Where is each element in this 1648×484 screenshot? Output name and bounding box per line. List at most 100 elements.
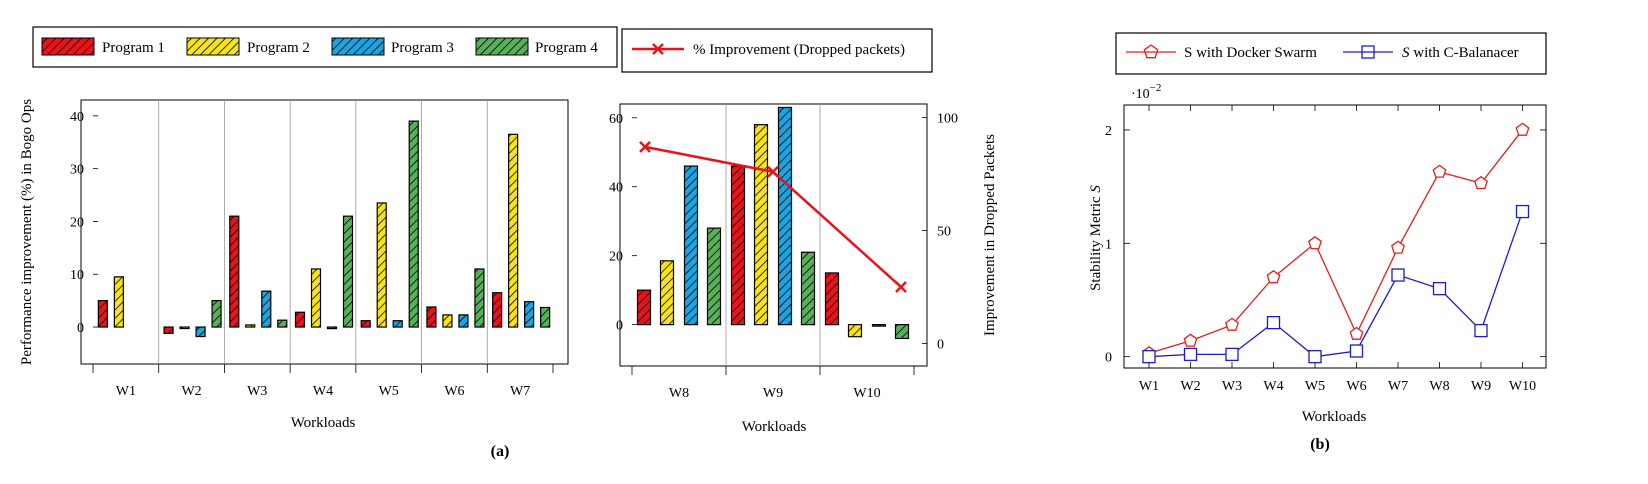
bar-program-3-w7	[524, 301, 535, 328]
bar-program-2-w3	[245, 324, 256, 328]
bar-program-3-w9	[777, 106, 793, 326]
bar-program-1-w8	[636, 289, 652, 326]
bar-program-1-w9	[730, 165, 746, 326]
improvement-marker-w8	[639, 141, 651, 153]
x-tick-label: W2	[1180, 379, 1200, 394]
chart-b-frame	[619, 103, 928, 367]
legend-label-program-4: Program 4	[535, 40, 598, 56]
chart-c-scale-exp: −2	[1150, 82, 1162, 94]
x-tick-label: W5	[379, 384, 399, 399]
x-tick-label: W9	[1471, 379, 1491, 394]
y-tick-label: 40	[609, 181, 623, 196]
cbal-point-w5	[1308, 350, 1322, 364]
bar-program-2-w9	[753, 124, 769, 326]
bar-program-2-w1	[113, 276, 124, 328]
bar-program-4-w7	[540, 306, 551, 328]
x-tick-label: W3	[247, 384, 267, 399]
legend-swatch-program-3	[331, 37, 385, 56]
docker-point-w6	[1349, 326, 1364, 340]
cbal-point-w6	[1349, 344, 1364, 358]
y-tick-label: 2	[1105, 124, 1112, 139]
bar-program-4-w10	[894, 324, 910, 340]
bar-program-3-w3	[261, 290, 272, 328]
x-tick-label: W10	[853, 386, 880, 401]
y-tick-label: 60	[609, 112, 623, 127]
legend-label-program-2: Program 2	[247, 40, 310, 56]
legend-square-marker	[1361, 45, 1375, 59]
chart-a-ylabel: Performance improvement (%) in Bogo Ops	[19, 99, 35, 365]
x-tick-label: W5	[1305, 379, 1325, 394]
x-tick-label: W6	[1346, 379, 1366, 394]
x-tick-label: W6	[444, 384, 464, 399]
bar-program-1-w6	[426, 306, 437, 328]
legend-cross-marker	[652, 43, 664, 55]
x-tick-label: W7	[510, 384, 530, 399]
chart-c-ylabel-var: S	[1088, 185, 1104, 193]
chart-c-ylabel-prefix: Stability Metric	[1088, 196, 1104, 291]
bar-program-2-w10	[847, 324, 863, 338]
bar-program-1-w3	[229, 215, 240, 328]
chart-c-frame	[1123, 104, 1547, 369]
bar-program-1-w1	[97, 300, 108, 328]
cbal-point-w4	[1266, 316, 1281, 330]
legend-swatch-program-1	[41, 37, 95, 56]
bar-program-2-w5	[376, 202, 387, 328]
bar-program-1-w2	[163, 326, 174, 334]
legend-label-improvement: % Improvement (Dropped packets)	[693, 42, 905, 58]
y-tick-label: 0	[616, 319, 623, 334]
x-tick-label: W4	[1263, 379, 1283, 394]
chart-c-scale-label: ·10−2	[1131, 82, 1161, 102]
bar-program-4-w4	[342, 215, 354, 328]
docker-point-w2	[1183, 333, 1198, 347]
y-tick-label: 30	[70, 163, 84, 178]
bar-program-1-w7	[492, 292, 503, 328]
docker-point-w4	[1266, 269, 1281, 284]
bar-program-4-w9	[800, 251, 816, 326]
bar-program-2-w2	[179, 326, 190, 330]
chart-c-xlabel: Workloads	[1302, 409, 1367, 425]
chart-stability: 0 1 2 W1 W2 W3 W4 W5 W6 W7 W8 W9 W10 ·10−2 Stabilit…	[1088, 82, 1547, 425]
y-tick-label: 1	[1105, 237, 1112, 252]
bar-program-2-w8	[659, 260, 675, 326]
bar-program-3-w8	[683, 165, 699, 326]
docker-point-w10	[1515, 122, 1530, 136]
bar-program-4-w5	[408, 120, 419, 328]
bar-program-4-w3	[277, 319, 288, 328]
bar-program-2-w7	[508, 133, 519, 328]
x-tick-label: W3	[1222, 379, 1242, 394]
y-tick-label: 0	[1105, 351, 1112, 366]
legend-pentagon-marker	[1143, 44, 1159, 59]
bar-program-3-w6	[458, 314, 469, 328]
chart-a-frame	[80, 99, 569, 365]
docker-point-w7	[1391, 240, 1405, 254]
bar-program-3-w2	[195, 326, 206, 338]
y2-tick-label: 0	[937, 337, 944, 352]
bar-program-3-w10	[871, 324, 887, 327]
legend-label-cbal: S with C-Balanacer	[1402, 45, 1519, 61]
improvement-marker-w9	[767, 165, 779, 178]
cbal-point-w8	[1432, 281, 1447, 296]
y-tick-label: 20	[70, 215, 84, 230]
bar-program-4-w2	[211, 300, 222, 328]
docker-point-w3	[1225, 317, 1239, 331]
improvement-marker-w10	[895, 281, 907, 293]
cbal-point-w3	[1225, 347, 1239, 362]
x-tick-label: W2	[181, 384, 201, 399]
y-tick-label: 10	[70, 268, 84, 283]
x-tick-label: W8	[1429, 379, 1449, 394]
x-tick-label: W7	[1388, 379, 1408, 394]
cbal-point-w9	[1474, 323, 1488, 338]
chart-a-bogo-ops: 0 10 20 30 40 W1 W2 W3 W4 W5 W6 W7 Performance imp…	[19, 99, 569, 431]
y-tick-label: 0	[77, 321, 84, 336]
series-line-0	[1148, 129, 1524, 354]
bar-program-3-w4	[326, 326, 338, 330]
legend-swatch-program-2	[186, 37, 240, 56]
caption-a: (a)	[491, 443, 510, 460]
cbal-point-w10	[1515, 204, 1530, 219]
cbal-point-w1	[1142, 350, 1156, 364]
cbal-point-w2	[1183, 347, 1198, 362]
bar-program-3-w5	[392, 320, 403, 328]
y2-tick-label: 100	[937, 112, 958, 127]
chart-b-xlabel: Workloads	[742, 419, 807, 435]
x-tick-label: W8	[669, 386, 689, 401]
